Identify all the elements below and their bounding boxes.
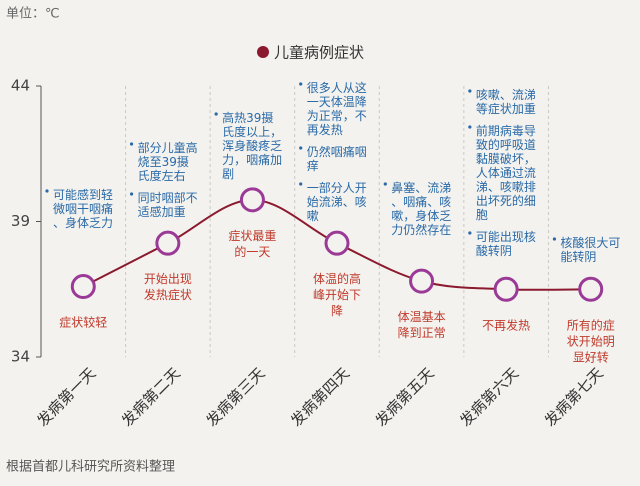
point-label: 症状最重的一天 xyxy=(228,227,276,258)
note-bullet xyxy=(214,112,218,116)
note-text: 部分儿童高烧至39摄氏度左右 xyxy=(138,140,198,183)
note-text: 仍然咽痛咽痒 xyxy=(307,144,367,173)
point xyxy=(155,230,181,256)
note-text: 一部分人开始流涕、咳嗽 xyxy=(307,180,367,223)
point xyxy=(239,187,265,213)
note-bullet xyxy=(383,182,387,186)
y-tick-label: 34 xyxy=(11,348,30,366)
note-text: 可能出现核酸转阴 xyxy=(476,230,536,258)
note-text: 前期病毒导致的呼吸道黏膜破坏，人体通过流涕、咳嗽排出坏死的细胞 xyxy=(476,123,536,222)
note-bullet xyxy=(129,142,134,146)
note-bullet xyxy=(299,146,303,150)
note-bullet xyxy=(468,231,472,235)
note-text: 咳嗽、流涕等症状加重 xyxy=(476,88,536,116)
point-label: 体温基本降到正常 xyxy=(398,310,446,340)
note-text: 很多人从这一天体温降为正常，不再发热 xyxy=(307,80,367,137)
point xyxy=(70,274,96,300)
note-bullet xyxy=(45,189,49,193)
note-bullet xyxy=(468,89,472,93)
point-label: 症状较轻 xyxy=(59,314,107,329)
note-text: 核酸很大可能转阴 xyxy=(560,235,620,264)
note-bullet xyxy=(468,125,472,129)
y-tick-label: 39 xyxy=(11,212,30,230)
note-bullet xyxy=(552,237,557,241)
point xyxy=(409,268,435,294)
y-tick-label: 44 xyxy=(11,77,30,95)
chart-title: 儿童病例症状 xyxy=(274,44,364,62)
note-text: 可能感到轻微咽干咽痛、身体乏力 xyxy=(53,187,113,230)
point xyxy=(324,230,350,256)
unit-label: 单位：℃ xyxy=(6,7,60,22)
note-bullet xyxy=(299,82,303,86)
note-text: 鼻塞、流涕、咽痛、咳嗽，身体乏力仍然存在 xyxy=(391,180,451,237)
point xyxy=(493,276,519,302)
point-label: 所有的症状开始明显好转 xyxy=(567,317,615,364)
point xyxy=(578,276,604,302)
note-bullet xyxy=(129,192,134,196)
note-text: 同时咽部不适感加重 xyxy=(138,190,198,219)
point-label: 体温的高峰开始下降 xyxy=(313,271,361,318)
point-label: 开始出现发热症状 xyxy=(144,272,192,302)
note-bullet xyxy=(299,182,303,186)
point-label: 不再发热 xyxy=(482,317,530,332)
legend-marker xyxy=(257,46,269,58)
source: 根据首都儿科研究所资料整理 xyxy=(6,460,175,475)
note-text: 高热39摄氏度以上，浑身酸疼乏力，咽痛加剧 xyxy=(222,110,282,181)
